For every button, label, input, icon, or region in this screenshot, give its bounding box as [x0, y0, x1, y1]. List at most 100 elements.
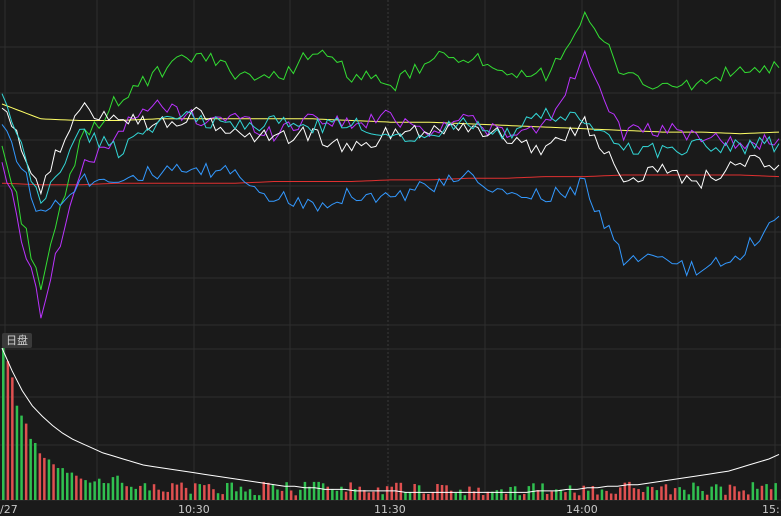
volume-bar	[705, 494, 709, 500]
panel-badge-label: 日盘	[6, 333, 28, 347]
volume-bar	[317, 481, 320, 500]
volume-bar	[331, 489, 334, 500]
volume-bar	[148, 490, 151, 500]
volume-bar	[98, 478, 101, 500]
volume-bar	[116, 475, 119, 500]
volume-bar	[449, 490, 453, 500]
volume-bar	[472, 491, 476, 500]
volume-bar	[180, 482, 183, 500]
volume-bar	[326, 486, 329, 500]
price-series-line	[1, 101, 780, 196]
volume-bar	[692, 482, 695, 500]
volume-bar	[47, 459, 51, 500]
volume-bar	[431, 492, 435, 500]
price-series-line	[1, 124, 780, 277]
volume-bar	[340, 486, 343, 500]
volume-bar	[207, 484, 211, 500]
volume-bar	[216, 493, 220, 500]
volume-bar	[637, 489, 640, 500]
volume-bar	[107, 483, 110, 500]
volume-bar	[276, 489, 279, 500]
volume-bar	[258, 495, 261, 500]
volume-bar	[756, 488, 759, 500]
volume-panel	[1, 347, 780, 500]
volume-bar	[152, 484, 156, 500]
volume-bar	[43, 457, 46, 500]
volume-bar	[545, 494, 549, 500]
volume-bar	[596, 494, 599, 500]
volume-bar	[737, 491, 741, 500]
volume-bar	[609, 493, 613, 500]
volume-bar	[605, 490, 608, 500]
volume-bar	[29, 438, 32, 500]
volume-bar	[335, 490, 339, 500]
volume-bar	[79, 478, 83, 500]
volume-bar	[582, 485, 585, 500]
volume-bar	[651, 487, 654, 500]
volume-bar	[600, 489, 604, 500]
volume-bar	[175, 484, 179, 500]
volume-bar	[235, 491, 238, 500]
volume-bar	[719, 486, 723, 500]
volume-bar	[408, 492, 412, 500]
volume-bar	[687, 494, 691, 500]
volume-average-line	[1, 347, 780, 493]
volume-bar	[701, 491, 704, 500]
volume-bar	[203, 485, 206, 500]
volume-bar	[321, 483, 325, 500]
volume-bar	[70, 472, 74, 500]
volume-bar	[88, 482, 92, 500]
volume-bar	[111, 477, 115, 500]
volume-bar	[742, 490, 745, 500]
volume-bar	[134, 488, 137, 500]
volume-bar	[230, 482, 233, 500]
volume-bar	[289, 490, 293, 500]
volume-bar	[194, 483, 197, 500]
volume-bar	[52, 464, 55, 500]
volume-bar	[308, 486, 311, 500]
volume-bar	[513, 486, 517, 500]
volume-bar	[239, 486, 243, 500]
volume-bar	[673, 488, 677, 500]
volume-bar	[696, 486, 700, 500]
volume-bar	[454, 492, 457, 500]
volume-bar	[299, 489, 302, 500]
volume-bar	[381, 494, 384, 500]
x-tick-label: 14:00	[566, 503, 598, 516]
volume-bar	[84, 480, 87, 500]
volume-bar	[294, 495, 297, 500]
volume-bar	[760, 485, 764, 500]
x-tick-label: 10:30	[178, 503, 210, 516]
volume-bar	[221, 494, 224, 500]
volume-bar	[500, 489, 503, 500]
volume-bar	[75, 475, 78, 500]
volume-bar	[486, 491, 489, 500]
volume-bar	[536, 490, 540, 500]
price-series-line	[1, 103, 780, 135]
volume-bar	[312, 481, 316, 500]
volume-bar	[38, 453, 42, 500]
volume-bar	[143, 483, 147, 500]
price-series-line	[1, 10, 780, 291]
volume-bar	[550, 491, 553, 500]
volume-bar	[509, 487, 512, 500]
volume-bar	[495, 490, 499, 500]
volume-bar	[591, 486, 595, 500]
volume-bar	[660, 486, 663, 500]
x-axis: /27 10:30 11:30 14:00 15:	[0, 503, 780, 516]
volume-bar	[747, 494, 750, 500]
volume-bar	[262, 481, 265, 500]
volume-bar	[481, 495, 485, 500]
volume-bar	[564, 492, 567, 500]
volume-bar	[390, 486, 393, 500]
volume-bar	[568, 485, 572, 500]
x-tick-label: /27	[0, 503, 18, 516]
volume-bar	[715, 484, 718, 500]
volume-bar	[769, 489, 773, 500]
volume-bar	[267, 482, 270, 500]
volume-bar	[427, 494, 430, 500]
volume-bar	[683, 489, 686, 500]
volume-bar	[385, 486, 389, 500]
volume-bar	[733, 486, 736, 500]
